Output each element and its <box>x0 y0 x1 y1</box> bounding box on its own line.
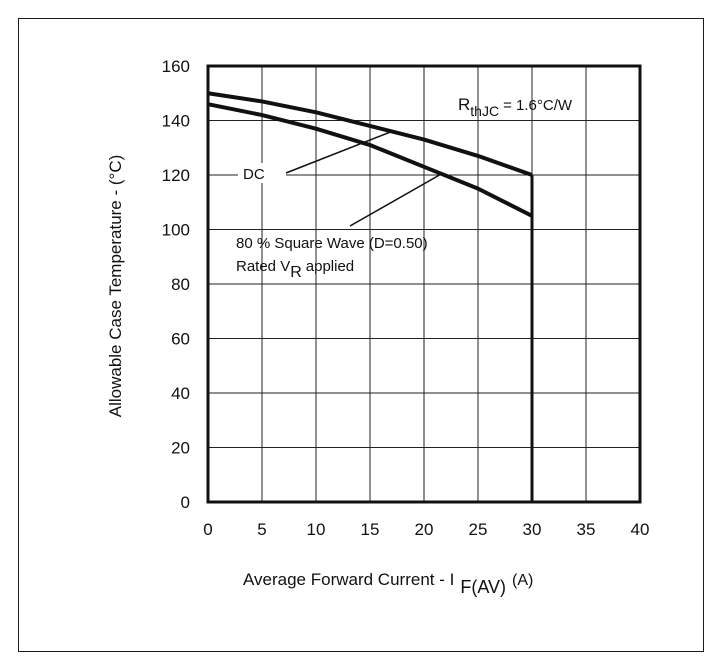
y-tick-label: 100 <box>162 221 190 240</box>
y-axis-title: Allowable Case Temperature - (°C) <box>106 155 125 418</box>
dc-label: DC <box>243 166 265 183</box>
x-tick-label: 25 <box>469 520 488 539</box>
series-lines <box>207 91 534 502</box>
annotation-leaders <box>285 130 444 227</box>
x-tick-label: 10 <box>307 520 326 539</box>
dc-label-bg <box>238 163 286 183</box>
x-tick-labels: 0 5 10 15 20 25 30 35 40 <box>203 520 649 539</box>
series-line-dc <box>207 91 533 177</box>
wave-leader-line <box>349 172 444 227</box>
x-tick-label: 30 <box>523 520 542 539</box>
plot-border <box>206 64 642 504</box>
y-tick-label: 60 <box>171 330 190 349</box>
x-axis-title: Average Forward Current - I F(AV) (A) <box>243 570 533 597</box>
grid <box>208 66 640 502</box>
y-tick-label: 80 <box>171 275 190 294</box>
wave-label: 80 % Square Wave (D=0.50) <box>236 235 428 252</box>
x-tick-label: 5 <box>257 520 266 539</box>
series-line-square-wave <box>207 102 533 218</box>
y-tick-label: 160 <box>162 57 190 76</box>
y-tick-label: 20 <box>171 439 190 458</box>
y-tick-label: 140 <box>162 112 190 131</box>
x-tick-label: 40 <box>631 520 650 539</box>
y-tick-labels: 0 20 40 60 80 100 120 140 160 <box>162 57 190 512</box>
x-tick-label: 20 <box>415 520 434 539</box>
x-tick-label: 35 <box>577 520 596 539</box>
y-tick-label: 120 <box>162 166 190 185</box>
y-tick-label: 40 <box>171 384 190 403</box>
rthjc-annotation: RthJC = 1.6°C/W <box>458 95 573 119</box>
x-tick-label: 15 <box>361 520 380 539</box>
dc-leader-line <box>285 130 394 174</box>
rated-vr-label: Rated VR applied <box>236 258 354 281</box>
y-tick-label: 0 <box>181 493 190 512</box>
x-tick-label: 0 <box>203 520 212 539</box>
